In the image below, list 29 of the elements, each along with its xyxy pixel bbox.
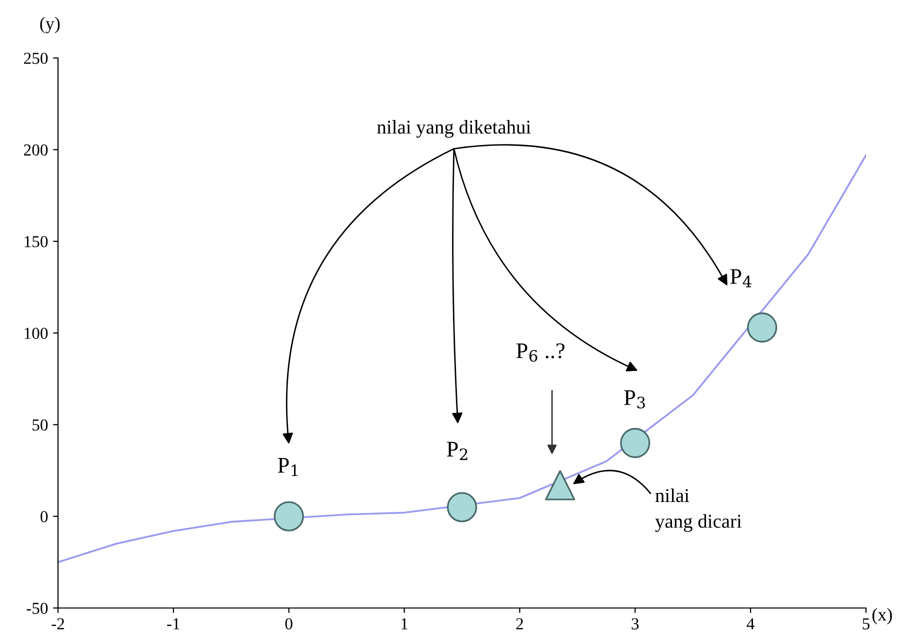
x-tick-label: 5: [862, 618, 870, 630]
annotation: P$_{3}$: [624, 390, 645, 408]
x-tick-label: 4: [746, 618, 754, 630]
annotation: nilai yang diketahui: [377, 120, 531, 138]
y-tick-label: 50: [32, 419, 48, 431]
x-tick-label: 1: [402, 618, 408, 630]
x-tick-label: 0: [285, 618, 292, 630]
annotation: P$_{2}$: [446, 442, 468, 460]
x-tick-label: 2: [516, 618, 523, 630]
y-tick-label: 250: [24, 52, 48, 64]
y-tick-label: 200: [24, 144, 48, 156]
y-tick-label: 150: [24, 236, 48, 248]
y-tick-label: -50: [26, 602, 48, 614]
x-axis-title: (x): [872, 608, 892, 624]
point: [446, 492, 478, 522]
x-tick-label: -2: [52, 618, 64, 630]
y-tick-label: 0: [40, 511, 48, 522]
annotation: P$_{4}$: [730, 269, 752, 288]
annotation: P$_{1}$: [278, 458, 298, 476]
x-tick-label: 3: [632, 618, 639, 630]
point: [545, 470, 576, 500]
point: [747, 312, 778, 343]
point: [620, 428, 650, 458]
y-tick-label: 100: [24, 328, 48, 339]
x-tick-label: -1: [167, 618, 180, 630]
y-axis-title: (y): [40, 16, 60, 34]
annotation: P$_{6}$ ..?: [516, 343, 564, 362]
point: [274, 501, 304, 532]
annotation: nilai yang dicari: [655, 488, 742, 532]
